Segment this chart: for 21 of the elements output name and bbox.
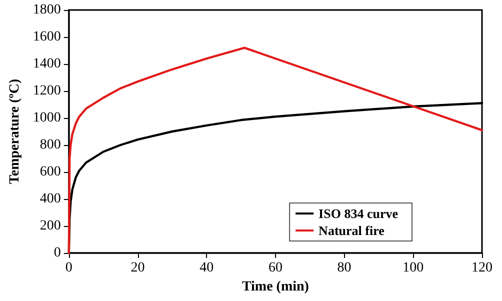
y-tick-label: 0	[54, 246, 61, 260]
y-tick-label: 1600	[32, 30, 61, 44]
y-tick-label: 1200	[32, 84, 61, 98]
x-tick-label: 100	[402, 260, 424, 276]
y-tick-label: 1000	[32, 110, 61, 126]
y-tick-label: 600	[40, 164, 61, 180]
y-tick-label: 1400	[32, 56, 61, 72]
legend-label: Natural fire	[318, 223, 385, 238]
y-tick-label: 200	[40, 218, 61, 234]
x-tick-label: 120	[472, 260, 492, 276]
x-axis-title: Time (min)	[242, 279, 310, 294]
x-tick-label: 0	[65, 260, 72, 276]
y-tick-label: 800	[40, 138, 61, 152]
x-tick-label: 20	[130, 260, 145, 276]
y-tick-label: 400	[40, 192, 61, 206]
x-tick-label: 80	[337, 260, 352, 276]
x-tick-label: 40	[200, 260, 214, 276]
x-tick-label: 60	[268, 260, 282, 276]
y-tick-label: 1800	[32, 2, 61, 18]
legend-label: ISO 834 curve	[318, 206, 398, 221]
y-axis-title: Temperature (ºC)	[8, 78, 22, 184]
